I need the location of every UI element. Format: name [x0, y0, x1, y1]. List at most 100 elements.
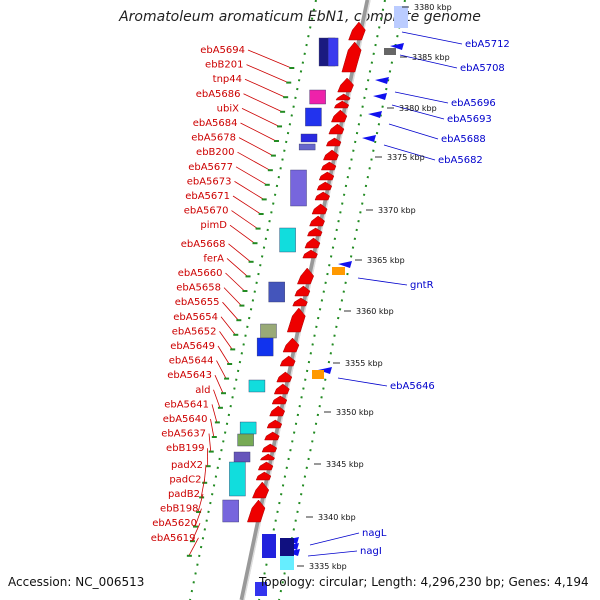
right-label-connector: [388, 123, 439, 140]
block-olive: [260, 323, 277, 339]
left-gene-label: ebA5658: [176, 283, 221, 294]
scale-tick-label: 3335 kbp: [309, 562, 347, 571]
forward-gene-arrow: [296, 267, 315, 285]
forward-gene-arrow: [333, 100, 350, 109]
forward-gene-arrow: [264, 431, 280, 441]
block-navy: [280, 538, 294, 556]
left-label-connector: [247, 49, 292, 69]
track-outer-right: [278, 0, 406, 600]
forward-gene-arrow: [302, 249, 318, 259]
block-green: [237, 433, 254, 447]
forward-gene-arrow: [331, 109, 348, 123]
block-magenta: [309, 89, 326, 105]
left-label-connector: [235, 166, 267, 186]
left-label-connector: [213, 389, 221, 408]
left-label-connector: [220, 316, 236, 336]
block-cyan: [279, 227, 296, 253]
left-gene-label: ebA5619: [151, 533, 196, 544]
left-label-connector: [214, 375, 224, 394]
right-gene-label: gntR: [410, 280, 434, 291]
forward-gene-arrow: [279, 355, 296, 367]
forward-gene-arrow: [286, 307, 306, 333]
right-label-connector: [309, 532, 360, 546]
scale-tick-label: 3345 kbp: [326, 460, 364, 469]
left-gene-label: padC2: [169, 474, 201, 485]
scale-tick-label: 3340 kbp: [318, 513, 356, 522]
scale-tick-label: 3365 kbp: [367, 256, 405, 265]
left-label-connector: [246, 64, 289, 83]
reverse-gene-arrow: [375, 77, 389, 84]
left-gene-label: ebA5694: [200, 45, 245, 56]
track-outer-left: [189, 0, 317, 600]
right-gene-label: ebA5688: [441, 134, 486, 145]
scale-tick-label: 3385 kbp: [412, 53, 450, 62]
right-label-connector: [391, 104, 445, 120]
left-gene-label: ebA5684: [193, 118, 238, 129]
left-label-connector: [243, 93, 283, 113]
block-violet: [222, 499, 239, 523]
left-gene-label: padB2: [168, 489, 200, 500]
reverse-gene-arrow: [368, 111, 382, 118]
right-label-connector: [357, 277, 408, 286]
block-blue: [262, 534, 276, 558]
block-cyan: [280, 556, 294, 570]
right-label-connector: [399, 54, 458, 69]
right-label-connector: [307, 550, 358, 557]
left-label-connector: [219, 331, 233, 350]
left-label-connector: [238, 137, 274, 156]
block-cyan: [248, 379, 266, 393]
label-connectors: [186, 31, 463, 557]
left-label-connector: [208, 433, 212, 452]
right-gene-label: ebA5712: [465, 39, 510, 50]
right-gene-label: nagL: [362, 528, 387, 539]
left-gene-label: ebB198: [160, 504, 198, 515]
scale-tick-label: 3375 kbp: [387, 153, 425, 162]
right-gene-label: ebA5708: [460, 63, 505, 74]
right-label-connector: [337, 377, 388, 387]
left-label-connector: [241, 108, 280, 127]
map-title: Aromatoleum aromaticum EbN1, complete ge…: [119, 9, 481, 25]
forward-gene-arrow: [257, 461, 274, 471]
right-gene-label: ebA5696: [451, 98, 496, 109]
gene-labels: ebA5694 ebB201 tnp44 ebA5686 ubiX ebA5684 ebA5…: [151, 39, 510, 557]
block-violet: [290, 169, 307, 207]
right-label-connector: [401, 31, 463, 45]
forward-gene-arrow: [320, 161, 337, 171]
left-gene-label: ebA5649: [170, 341, 215, 352]
forward-gene-arrow: [314, 191, 330, 201]
scale-tick-label: 3380 kbp: [399, 104, 437, 113]
left-gene-label: ebA5668: [181, 239, 226, 250]
left-gene-label: ebA5671: [185, 191, 230, 202]
left-label-connector: [200, 479, 205, 498]
left-label-connector: [216, 360, 227, 379]
block-cyan: [229, 461, 246, 497]
left-label-connector: [217, 345, 230, 365]
left-gene-label: ebA5640: [163, 414, 208, 425]
left-gene-label: ebA5644: [169, 356, 214, 367]
forward-gene-arrow: [266, 419, 283, 429]
scale-tick-label: 3360 kbp: [356, 307, 394, 316]
right-gene-label: nagI: [360, 546, 382, 557]
left-gene-label: ebA5652: [172, 326, 217, 337]
left-label-connector: [225, 272, 245, 292]
scale-ticks: 3380 kbp 3385 kbp 3380 kbp 3375 kbp 3370 kbp…: [297, 3, 452, 571]
forward-gene-arrow: [292, 297, 308, 307]
block-blue: [327, 37, 339, 67]
left-gene-label: ebB199: [166, 443, 204, 454]
forward-gene-arrow: [348, 21, 366, 41]
scale-tick-label: 3355 kbp: [345, 359, 383, 368]
block-blue: [300, 133, 318, 143]
left-gene-label: ebA5655: [175, 297, 220, 308]
left-label-connector: [232, 195, 261, 215]
block-blue: [305, 107, 322, 127]
forward-gene-arrow: [304, 237, 321, 249]
block-steel: [268, 281, 285, 303]
left-label-connector: [210, 418, 215, 438]
forward-gene-arrow: [323, 149, 339, 161]
scale-tick-label: 3370 kbp: [378, 206, 416, 215]
left-label-connector: [226, 258, 248, 277]
forward-gene-arrow: [247, 499, 266, 523]
left-label-connector: [234, 181, 264, 200]
left-gene-label: ebA5673: [187, 176, 232, 187]
left-gene-label: padX2: [171, 460, 203, 471]
